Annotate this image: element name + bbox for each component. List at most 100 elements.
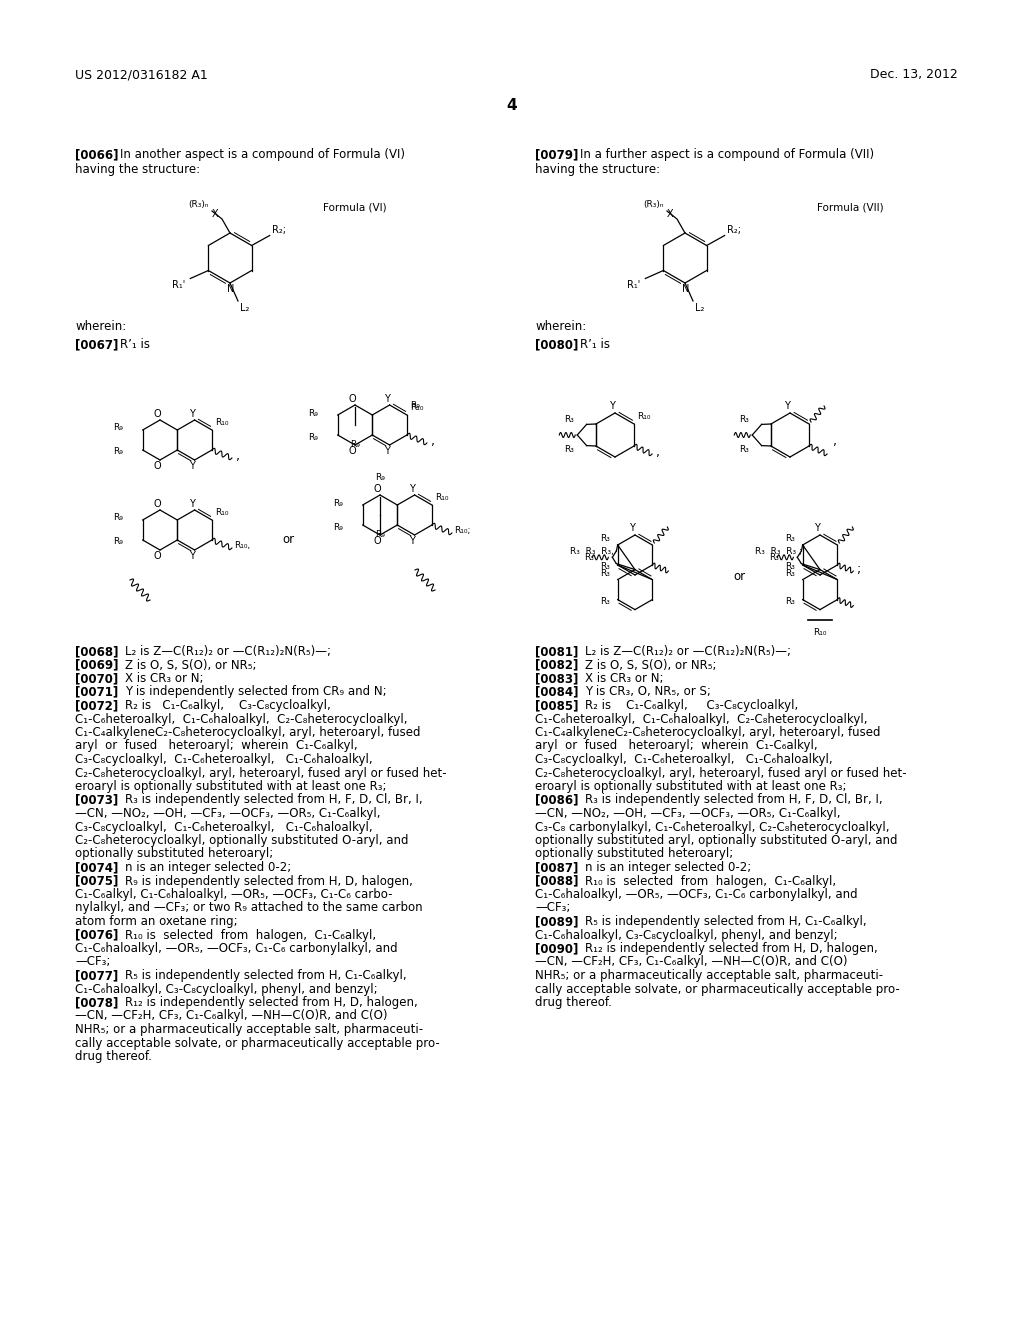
Text: L₂: L₂ [240, 304, 250, 313]
Text: R₁': R₁' [172, 281, 185, 290]
Text: R₁₀: R₁₀ [410, 403, 423, 412]
Text: having the structure:: having the structure: [535, 162, 660, 176]
Text: X is CR₃ or N;: X is CR₃ or N; [585, 672, 664, 685]
Text: or: or [282, 533, 294, 546]
Text: R₁₀: R₁₀ [215, 508, 228, 517]
Text: R₉: R₉ [308, 433, 317, 441]
Text: X: X [212, 209, 219, 219]
Text: R₃: R₃ [739, 416, 749, 425]
Text: C₃-C₈cycloalkyl,  C₁-C₆heteroalkyl,   C₁-C₆haloalkyl,: C₃-C₈cycloalkyl, C₁-C₆heteroalkyl, C₁-C₆… [75, 752, 373, 766]
Text: aryl  or  fused   heteroaryl;  wherein  C₁-C₆alkyl,: aryl or fused heteroaryl; wherein C₁-C₆a… [75, 739, 357, 752]
Text: ;: ; [857, 564, 861, 576]
Text: O: O [348, 393, 355, 404]
Text: O: O [154, 409, 161, 418]
Text: —CF₃;: —CF₃; [535, 902, 570, 915]
Text: R₉: R₉ [308, 408, 317, 417]
Text: C₁-C₄alkyleneC₂-C₈heterocycloalkyl, aryl, heteroaryl, fused: C₁-C₄alkyleneC₂-C₈heterocycloalkyl, aryl… [75, 726, 421, 739]
Text: C₂-C₈heterocycloalkyl, aryl, heteroaryl, fused aryl or fused het-: C₂-C₈heterocycloalkyl, aryl, heteroaryl,… [75, 767, 446, 780]
Text: or: or [733, 570, 745, 583]
Text: —CN, —CF₂H, CF₃, C₁-C₆alkyl, —NH—C(O)R, and C(O): —CN, —CF₂H, CF₃, C₁-C₆alkyl, —NH—C(O)R, … [535, 956, 848, 969]
Text: ,: , [833, 436, 837, 447]
Text: O: O [154, 461, 161, 471]
Text: [0084]: [0084] [535, 685, 579, 698]
Text: In a further aspect is a compound of Formula (VII): In a further aspect is a compound of For… [580, 148, 874, 161]
Text: R’₁ is: R’₁ is [580, 338, 610, 351]
Text: having the structure:: having the structure: [75, 162, 200, 176]
Text: Y: Y [384, 393, 389, 404]
Text: R₃ is independently selected from H, F, D, Cl, Br, I,: R₃ is independently selected from H, F, … [125, 793, 423, 807]
Text: ,: , [236, 450, 240, 463]
Text: R₁₀: R₁₀ [435, 492, 449, 502]
Text: R₃  R₃  R₃ ;: R₃ R₃ R₃ ; [755, 546, 802, 556]
Text: C₂-C₈heterocycloalkyl, aryl, heteroaryl, fused aryl or fused het-: C₂-C₈heterocycloalkyl, aryl, heteroaryl,… [535, 767, 906, 780]
Text: R₁₀ is  selected  from  halogen,  C₁-C₆alkyl,: R₁₀ is selected from halogen, C₁-C₆alkyl… [585, 874, 837, 887]
Text: L₂ is Z—C(R₁₂)₂ or —C(R₁₂)₂N(R₅)—;: L₂ is Z—C(R₁₂)₂ or —C(R₁₂)₂N(R₅)—; [585, 645, 791, 657]
Text: R₅ is independently selected from H, C₁-C₆alkyl,: R₅ is independently selected from H, C₁-… [125, 969, 407, 982]
Text: [0069]: [0069] [75, 659, 119, 672]
Text: ,: , [656, 446, 660, 459]
Text: [0076]: [0076] [75, 928, 119, 941]
Text: R₃  R₃  R₃,: R₃ R₃ R₃, [570, 546, 613, 556]
Text: [0079]: [0079] [535, 148, 579, 161]
Text: R₃: R₃ [784, 562, 795, 572]
Text: [0078]: [0078] [75, 997, 119, 1008]
Text: Dec. 13, 2012: Dec. 13, 2012 [870, 69, 957, 81]
Text: [0085]: [0085] [535, 700, 579, 711]
Text: NHR₅; or a pharmaceutically acceptable salt, pharmaceuti-: NHR₅; or a pharmaceutically acceptable s… [535, 969, 883, 982]
Text: [0083]: [0083] [535, 672, 579, 685]
Text: Y: Y [409, 536, 415, 546]
Text: R₂ is    C₁-C₆alkyl,     C₃-C₈cycloalkyl,: R₂ is C₁-C₆alkyl, C₃-C₈cycloalkyl, [585, 700, 799, 711]
Text: O: O [154, 499, 161, 510]
Text: [0081]: [0081] [535, 645, 579, 657]
Text: C₁-C₆heteroalkyl,  C₁-C₆haloalkyl,  C₂-C₈heterocycloalkyl,: C₁-C₆heteroalkyl, C₁-C₆haloalkyl, C₂-C₈h… [535, 713, 867, 726]
Text: aryl  or  fused   heteroaryl;  wherein  C₁-C₆alkyl,: aryl or fused heteroaryl; wherein C₁-C₆a… [535, 739, 817, 752]
Text: R’₁ is: R’₁ is [120, 338, 150, 351]
Text: O: O [373, 484, 381, 494]
Text: [0073]: [0073] [75, 793, 118, 807]
Text: C₃-C₈cycloalkyl,  C₁-C₆heteroalkyl,   C₁-C₆haloalkyl,: C₃-C₈cycloalkyl, C₁-C₆heteroalkyl, C₁-C₆… [75, 821, 373, 833]
Text: R₃: R₃ [600, 597, 609, 606]
Text: C₁-C₄alkyleneC₂-C₈heterocycloalkyl, aryl, heteroaryl, fused: C₁-C₄alkyleneC₂-C₈heterocycloalkyl, aryl… [535, 726, 881, 739]
Text: C₁-C₆haloalkyl, C₃-C₈cycloalkyl, phenyl, and benzyl;: C₁-C₆haloalkyl, C₃-C₈cycloalkyl, phenyl,… [535, 928, 838, 941]
Text: [0071]: [0071] [75, 685, 118, 698]
Text: wherein:: wherein: [535, 319, 587, 333]
Text: R₃: R₃ [600, 535, 609, 543]
Text: R₁₀: R₁₀ [813, 627, 826, 636]
Text: —CN, —NO₂, —OH, —CF₃, —OCF₃, —OR₅, C₁-C₆alkyl,: —CN, —NO₂, —OH, —CF₃, —OCF₃, —OR₅, C₁-C₆… [535, 807, 841, 820]
Text: X is CR₃ or N;: X is CR₃ or N; [125, 672, 204, 685]
Text: [0077]: [0077] [75, 969, 118, 982]
Text: [0087]: [0087] [535, 861, 579, 874]
Text: Y: Y [188, 461, 195, 471]
Text: Y: Y [384, 446, 389, 455]
Text: R₁₀ is  selected  from  halogen,  C₁-C₆alkyl,: R₁₀ is selected from halogen, C₁-C₆alkyl… [125, 928, 376, 941]
Text: Formula (VII): Formula (VII) [817, 203, 884, 213]
Text: R₉: R₉ [350, 440, 359, 449]
Text: cally acceptable solvate, or pharmaceutically acceptable pro-: cally acceptable solvate, or pharmaceuti… [535, 982, 900, 995]
Text: —CN, —NO₂, —OH, —CF₃, —OCF₃, —OR₅, C₁-C₆alkyl,: —CN, —NO₂, —OH, —CF₃, —OCF₃, —OR₅, C₁-C₆… [75, 807, 381, 820]
Text: (R₃)ₙ: (R₃)ₙ [643, 201, 664, 209]
Text: Z is O, S, S(O), or NR₅;: Z is O, S, S(O), or NR₅; [125, 659, 256, 672]
Text: Y is independently selected from CR₉ and N;: Y is independently selected from CR₉ and… [125, 685, 387, 698]
Text: R₉: R₉ [113, 513, 123, 523]
Text: R₉: R₉ [375, 473, 385, 482]
Text: R₉: R₉ [333, 523, 343, 532]
Text: R₉: R₉ [113, 447, 123, 457]
Text: R₁₀: R₁₀ [215, 418, 228, 426]
Text: wherein:: wherein: [75, 319, 126, 333]
Text: R₃: R₃ [769, 553, 779, 562]
Text: R₃: R₃ [739, 446, 749, 454]
Text: R₉: R₉ [113, 424, 123, 433]
Text: [0089]: [0089] [535, 915, 579, 928]
Text: [0075]: [0075] [75, 874, 119, 887]
Text: —CN, —CF₂H, CF₃, C₁-C₆alkyl, —NH—C(O)R, and C(O): —CN, —CF₂H, CF₃, C₁-C₆alkyl, —NH—C(O)R, … [75, 1010, 387, 1023]
Text: Y: Y [629, 523, 635, 533]
Text: n is an integer selected 0-2;: n is an integer selected 0-2; [585, 861, 752, 874]
Text: Y: Y [188, 409, 195, 418]
Text: R₃ is independently selected from H, F, D, Cl, Br, I,: R₃ is independently selected from H, F, … [585, 793, 883, 807]
Text: [0068]: [0068] [75, 645, 119, 657]
Text: R₁₂ is independently selected from H, D, halogen,: R₁₂ is independently selected from H, D,… [585, 942, 878, 954]
Text: [0086]: [0086] [535, 793, 579, 807]
Text: Y: Y [188, 499, 195, 510]
Text: C₁-C₆heteroalkyl,  C₁-C₆haloalkyl,  C₂-C₈heterocycloalkyl,: C₁-C₆heteroalkyl, C₁-C₆haloalkyl, C₂-C₈h… [75, 713, 408, 726]
Text: optionally substituted aryl, optionally substituted O-aryl, and: optionally substituted aryl, optionally … [535, 834, 897, 847]
